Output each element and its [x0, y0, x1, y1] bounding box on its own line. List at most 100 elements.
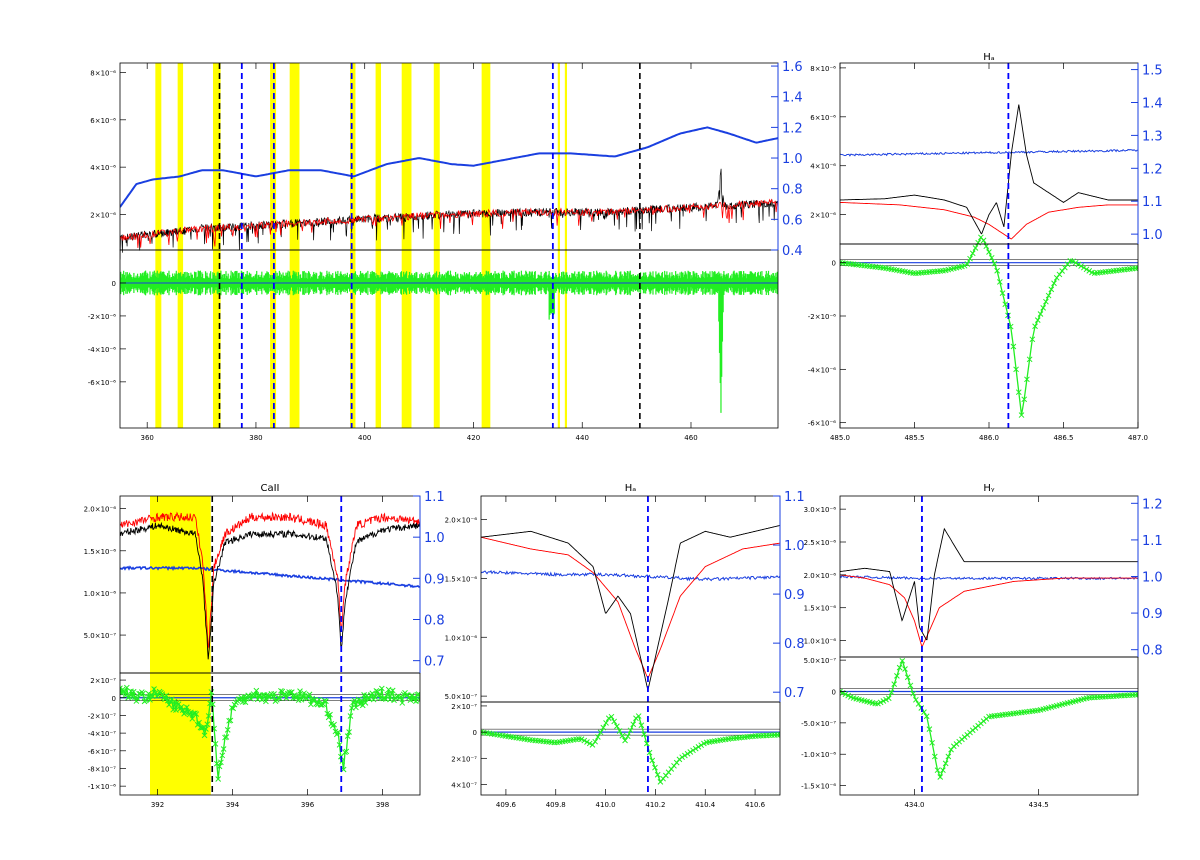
top-frame — [839, 62, 1139, 245]
x-tick-label: 486.0 — [979, 434, 999, 442]
residual-marker — [616, 728, 623, 734]
residual-marker — [216, 763, 223, 770]
residual-marker — [605, 715, 612, 722]
residual-marker — [600, 724, 607, 731]
panel-hd: 409.6 409.8 410.0 410.2 410.4 410.6 5.0×10⁻⁷ 1.… — [445, 483, 805, 809]
x-axis: 360 380 400 420 440 460 — [141, 63, 698, 442]
y-tick-label: 1.5×10⁻⁶ — [445, 575, 478, 583]
residual-marker — [385, 686, 392, 693]
residual-marker — [578, 736, 585, 743]
residual-marker — [275, 694, 282, 701]
y-tick-label: -8×10⁻⁷ — [88, 765, 116, 773]
residual-marker — [1083, 266, 1090, 273]
residual-marker — [258, 696, 265, 703]
right-tick-label: 0.8 — [784, 637, 805, 652]
x-tick-label: 434.5 — [1029, 801, 1049, 809]
y-tick-label: 6×10⁻⁶ — [810, 114, 836, 122]
x-tick-label: 440 — [576, 434, 589, 442]
residual-marker — [196, 719, 202, 726]
y-tick-label: 0 — [112, 695, 116, 703]
residual-marker — [358, 697, 365, 704]
residual-marker — [327, 711, 333, 718]
residual-marker — [347, 713, 354, 719]
residual-marker — [1037, 311, 1044, 317]
y-tick-label: -1.5×10⁻⁶ — [801, 783, 836, 791]
residual-marker — [687, 749, 694, 755]
right-tick-label: 1.0 — [782, 152, 803, 167]
residual-marker — [592, 738, 599, 745]
residual-marker — [907, 682, 914, 689]
residual-marker — [189, 715, 196, 722]
y-axis-bottom: 0 -2×10⁻⁶ -4×10⁻⁶ -6×10⁻⁶ — [808, 260, 846, 428]
residual-marker — [698, 742, 705, 749]
residual-marker — [1013, 366, 1019, 373]
y-tick-label: 5.0×10⁻⁷ — [804, 657, 837, 665]
residual-marker — [227, 717, 234, 724]
model-line — [840, 574, 1138, 648]
residual-marker — [999, 290, 1006, 296]
panel-caii: 392 394 396 398 5.0×10⁻⁷ 1.0×10⁻⁶ 1.5×10⁻⁶ 2.0×… — [84, 483, 445, 809]
residual-marker — [595, 734, 601, 740]
spectrum-line — [481, 524, 780, 692]
right-tick-label: 0.9 — [1142, 607, 1163, 622]
y-tick-label: -2×10⁻⁶ — [808, 313, 836, 321]
residual-marker — [635, 713, 642, 719]
residual-marker — [883, 696, 889, 703]
right-tick-label: 0.7 — [784, 686, 805, 701]
residual-marker — [842, 691, 849, 698]
residual-marker — [151, 686, 157, 692]
y-tick-label: 1.0×10⁻⁶ — [84, 590, 117, 598]
residual-marker — [885, 695, 892, 702]
residual-marker — [230, 705, 237, 712]
residual-marker — [1015, 389, 1022, 396]
residual-marker — [1048, 286, 1055, 293]
residual-marker — [649, 757, 656, 764]
residual-marker — [1024, 376, 1030, 383]
residual-marker — [1045, 292, 1052, 299]
residual-marker — [353, 704, 359, 711]
residual-line — [840, 658, 1138, 779]
residual-marker — [120, 690, 125, 696]
residual-marker — [845, 692, 851, 699]
right-tick-label: 1.5 — [1142, 64, 1163, 79]
y-tick-label: 1.0×10⁻⁶ — [804, 638, 837, 646]
residual-marker — [346, 729, 352, 735]
x-tick-label: 410.0 — [596, 801, 616, 809]
residual-marker — [389, 687, 396, 694]
residual-marker — [980, 237, 987, 244]
residual-marker — [203, 726, 209, 732]
residual-marker — [140, 690, 147, 697]
residual-marker — [159, 691, 166, 698]
right-tick-label: 0.9 — [424, 572, 445, 587]
y-axis-top: 5.0×10⁻⁷ 1.0×10⁻⁶ 1.5×10⁻⁶ 2.0×10⁻⁶ — [84, 506, 126, 640]
right-tick-label: 0.9 — [784, 588, 805, 603]
highlight-band — [401, 63, 412, 428]
residual-marker — [399, 700, 406, 706]
right-tick-label: 1.3 — [1142, 129, 1163, 144]
residual-marker — [193, 711, 200, 717]
residual-marker — [223, 734, 230, 740]
residual-marker — [910, 690, 916, 697]
residual-marker — [603, 720, 609, 726]
x-tick-label: 434.0 — [904, 801, 924, 809]
y-axis-right: 0.7 0.8 0.9 1.0 1.1 — [413, 490, 445, 673]
residual-marker — [652, 764, 658, 771]
y-axis-top: 1.0×10⁻⁶ 1.5×10⁻⁶ 2.0×10⁻⁶ 2.5×10⁻⁶ 3.0×10⁻⁶ — [804, 506, 846, 646]
residual-marker — [994, 267, 1000, 274]
y-axis-right: 0.7 0.8 0.9 1.0 1.1 — [773, 490, 805, 702]
right-tick-label: 1.0 — [1142, 228, 1163, 243]
residual-marker — [877, 699, 884, 706]
residual-marker — [638, 722, 645, 729]
residual-marker — [183, 704, 190, 711]
y-axis-bottom: 2×10⁻⁷ 0 -2×10⁻⁷ -4×10⁻⁷ -6×10⁻⁷ -8×10⁻⁷ -1×10… — [88, 677, 126, 791]
plot-area-full — [120, 63, 778, 428]
residual-marker — [880, 698, 887, 704]
right-tick-label: 1.0 — [424, 531, 445, 546]
right-tick-label: 1.4 — [1142, 96, 1163, 111]
x-axis: 434.0 434.5 — [904, 496, 1049, 809]
y-tick-label: 1.5×10⁻⁶ — [84, 548, 117, 556]
residual-marker — [413, 698, 419, 705]
y-tick-label: -5.0×10⁻⁷ — [801, 720, 836, 728]
residual-marker — [263, 698, 269, 705]
residual-marker — [1043, 298, 1049, 305]
